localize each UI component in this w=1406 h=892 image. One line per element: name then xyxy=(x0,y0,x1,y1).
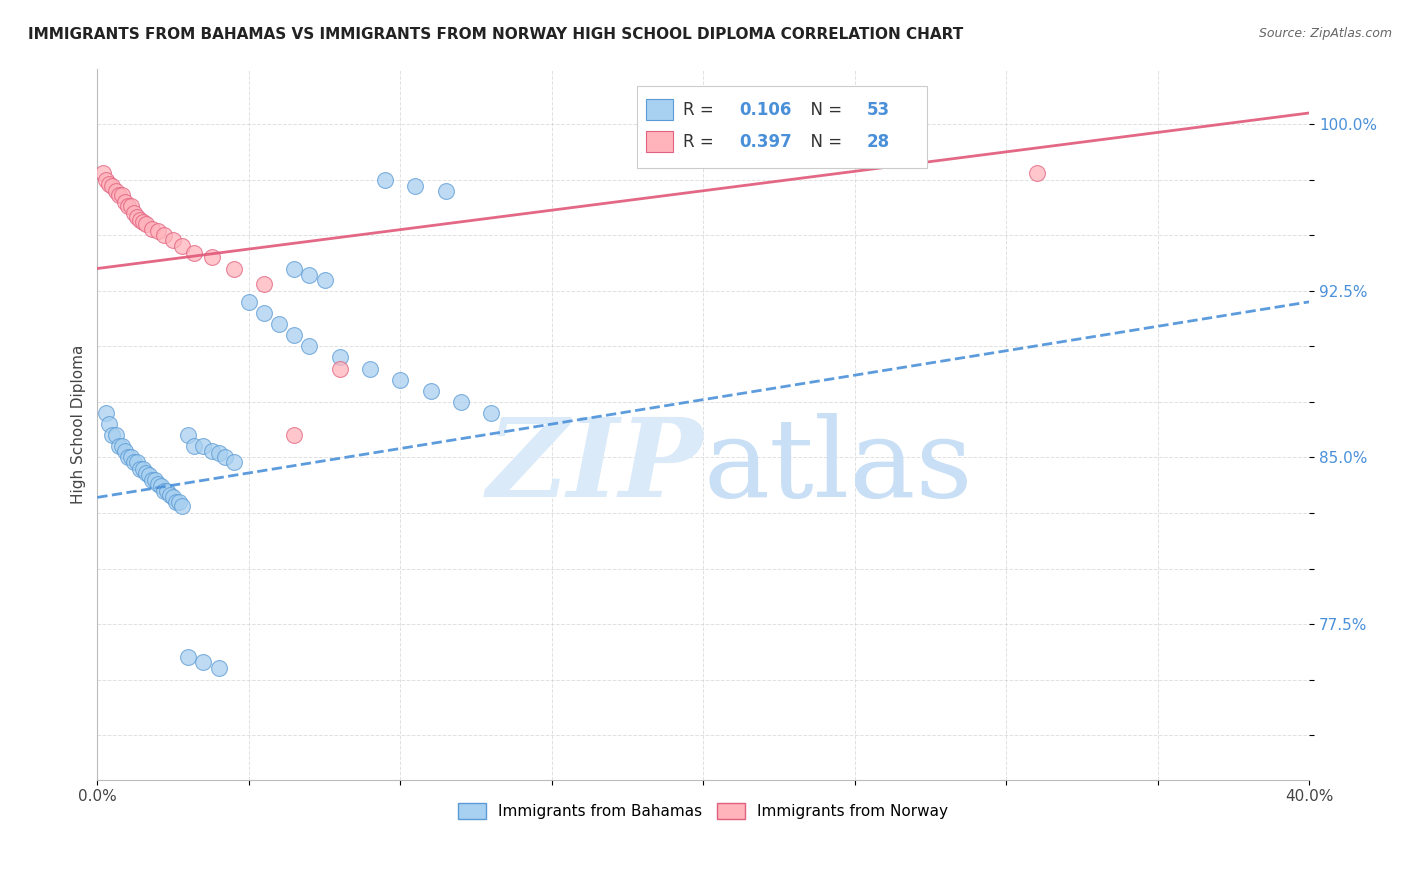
Point xyxy=(298,339,321,353)
Point xyxy=(214,450,236,465)
Point xyxy=(114,443,136,458)
Point xyxy=(201,443,224,458)
Text: R =: R = xyxy=(683,133,718,151)
Point xyxy=(283,261,305,276)
Point xyxy=(222,261,245,276)
Point xyxy=(110,439,132,453)
Point xyxy=(107,188,129,202)
Point xyxy=(404,179,426,194)
Point xyxy=(359,361,381,376)
Legend: Immigrants from Bahamas, Immigrants from Norway: Immigrants from Bahamas, Immigrants from… xyxy=(453,797,955,825)
Point xyxy=(183,246,205,260)
Point xyxy=(122,206,145,220)
Point xyxy=(298,268,321,282)
Point xyxy=(128,461,150,475)
Point xyxy=(117,199,139,213)
Point xyxy=(93,166,115,180)
Point xyxy=(1025,166,1047,180)
Point xyxy=(120,450,142,465)
Text: IMMIGRANTS FROM BAHAMAS VS IMMIGRANTS FROM NORWAY HIGH SCHOOL DIPLOMA CORRELATIO: IMMIGRANTS FROM BAHAMAS VS IMMIGRANTS FR… xyxy=(28,27,963,42)
Point xyxy=(167,495,190,509)
Text: 28: 28 xyxy=(868,133,890,151)
Point xyxy=(153,228,176,243)
Point xyxy=(135,217,157,231)
Point xyxy=(253,306,276,320)
Point xyxy=(434,184,457,198)
Point xyxy=(177,428,200,442)
Point xyxy=(479,406,502,420)
Point xyxy=(207,661,229,675)
Point xyxy=(128,212,150,227)
Point xyxy=(419,384,441,398)
Point xyxy=(104,184,127,198)
Point xyxy=(329,361,352,376)
Point xyxy=(96,172,118,186)
Point xyxy=(141,221,163,235)
Y-axis label: High School Diploma: High School Diploma xyxy=(72,344,86,504)
Point xyxy=(692,150,714,164)
Point xyxy=(283,428,305,442)
Point xyxy=(207,446,229,460)
Point xyxy=(193,655,215,669)
Point xyxy=(135,466,157,480)
FancyBboxPatch shape xyxy=(637,87,928,168)
Point xyxy=(222,455,245,469)
Point xyxy=(98,177,121,191)
Point xyxy=(114,194,136,209)
Point xyxy=(193,439,215,453)
Point xyxy=(238,294,260,309)
Point xyxy=(120,199,142,213)
Point xyxy=(201,251,224,265)
Text: 53: 53 xyxy=(868,101,890,119)
Point xyxy=(143,473,166,487)
Point xyxy=(110,188,132,202)
Point xyxy=(107,439,129,453)
Point xyxy=(117,450,139,465)
Point xyxy=(269,317,291,331)
Point xyxy=(125,455,148,469)
Point xyxy=(98,417,121,431)
Text: ZIP: ZIP xyxy=(486,413,703,520)
Point xyxy=(172,239,194,253)
Point xyxy=(132,461,155,475)
Point xyxy=(162,233,184,247)
Point xyxy=(389,373,412,387)
Text: N =: N = xyxy=(800,101,848,119)
Point xyxy=(159,488,181,502)
Point xyxy=(153,483,176,498)
Point xyxy=(156,483,179,498)
Text: R =: R = xyxy=(683,101,718,119)
Point xyxy=(101,428,124,442)
Point xyxy=(125,211,148,225)
Point xyxy=(314,272,336,286)
Point xyxy=(132,215,155,229)
Text: 0.397: 0.397 xyxy=(740,133,793,151)
Point xyxy=(146,477,169,491)
Point xyxy=(146,224,169,238)
Point xyxy=(149,479,172,493)
Text: 0.106: 0.106 xyxy=(740,101,792,119)
Point xyxy=(177,650,200,665)
FancyBboxPatch shape xyxy=(647,99,673,120)
Point xyxy=(162,491,184,505)
Point xyxy=(165,495,187,509)
Point xyxy=(450,394,472,409)
Point xyxy=(374,172,396,186)
Point xyxy=(172,500,194,514)
Text: Source: ZipAtlas.com: Source: ZipAtlas.com xyxy=(1258,27,1392,40)
Text: N =: N = xyxy=(800,133,848,151)
Point xyxy=(138,468,160,483)
Point xyxy=(104,428,127,442)
Point xyxy=(329,351,352,365)
Point xyxy=(253,277,276,291)
Point xyxy=(283,328,305,343)
Point xyxy=(122,455,145,469)
Point xyxy=(96,406,118,420)
Point xyxy=(101,179,124,194)
Point xyxy=(183,439,205,453)
FancyBboxPatch shape xyxy=(647,131,673,153)
Text: atlas: atlas xyxy=(703,413,973,520)
Point xyxy=(141,473,163,487)
